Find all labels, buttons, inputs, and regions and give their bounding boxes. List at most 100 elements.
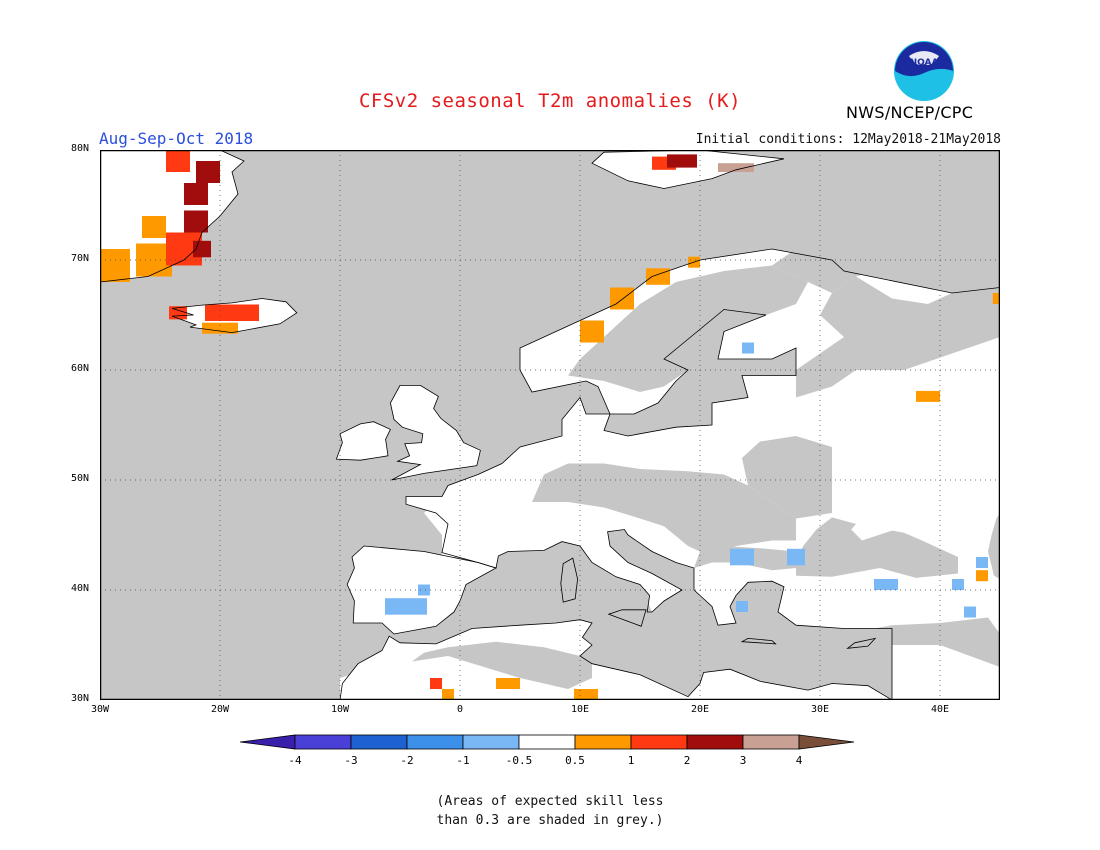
anomaly-cells: [100, 150, 1000, 700]
latitude-label: 30N: [71, 693, 90, 704]
colorbar-box: [462, 734, 520, 750]
anomaly-cell: [992, 293, 1000, 304]
coastline-western-europe: [405, 248, 1000, 700]
map-frame: [100, 150, 1000, 700]
longitude-label: 30W: [90, 704, 110, 715]
anomaly-cell: [730, 548, 754, 566]
anomaly-cell: [100, 249, 130, 282]
latitude-label: 60N: [71, 363, 90, 374]
region-levant-fringe: [892, 645, 1000, 700]
region-anatolia-south: [808, 617, 1000, 667]
anomaly-cell: [166, 150, 190, 172]
coastline-greenland: [100, 150, 245, 283]
anomaly-cell: [496, 678, 520, 689]
anomaly-map: [100, 150, 1000, 700]
region-ireland-uk-sea: [385, 427, 423, 469]
region-ireland: [336, 421, 391, 461]
coastline-great-britain: [389, 384, 481, 481]
anomaly-cell: [736, 601, 748, 612]
region-svalbard: [592, 150, 784, 189]
region-caspian-west: [988, 513, 1000, 579]
anomaly-cell: [976, 570, 988, 582]
chart-title: CFSv2 seasonal T2m anomalies (K): [358, 90, 742, 112]
region-black-sea: [796, 517, 958, 578]
colorbar-label: -3: [344, 754, 357, 767]
latitude-label: 70N: [71, 253, 90, 264]
anomaly-cell: [184, 210, 208, 233]
coastline-iberia: [346, 545, 498, 635]
skill-note-line1: (Areas of expected skill less: [436, 794, 664, 809]
colorbar-box: [686, 734, 744, 750]
longitude-label: 20E: [690, 704, 710, 715]
colorbar-box: [574, 734, 632, 750]
coastline-north-africa: [339, 619, 893, 700]
region-baltic-sea: [604, 359, 796, 436]
initial-conditions-label: Initial conditions: 12May2018-21May2018: [695, 132, 1001, 147]
colorbar: -4 -3 -2 -1 -0.5 0.5 1 2 3 4: [240, 734, 855, 767]
anomaly-cell: [976, 557, 988, 568]
anomaly-cell: [385, 598, 427, 615]
colorbar-boxes: [240, 734, 855, 750]
coastline-svalbard: [591, 150, 785, 189]
coastline-sicily: [607, 609, 647, 627]
coastline-iceland: [171, 298, 298, 334]
neutral-layer: [340, 337, 1000, 700]
anomaly-cell: [142, 216, 166, 238]
colorbar-label: 0.5: [565, 754, 585, 767]
coastlines: [100, 150, 1000, 700]
region-atlas-interior: [412, 641, 592, 689]
anomaly-cell: [418, 584, 430, 596]
colorbar-box: [630, 734, 688, 750]
longitude-label: 20W: [210, 704, 230, 715]
region-finland-russia: [796, 276, 1000, 398]
region-black-sea-north: [832, 513, 1000, 557]
latitude-label: 80N: [71, 143, 90, 154]
anomaly-cell: [667, 154, 697, 168]
anomaly-cell: [718, 163, 754, 172]
colorbar-label: -2: [400, 754, 413, 767]
anomaly-cell: [787, 548, 805, 566]
anomaly-cell: [964, 606, 976, 618]
skill-note: (Areas of expected skill less than 0.3 a…: [0, 792, 1100, 830]
colorbar-label: 4: [796, 754, 803, 767]
colorbar-box: [406, 734, 464, 750]
coastline-corsica-sardinia: [560, 557, 579, 603]
anomaly-cell: [196, 161, 220, 183]
anomaly-cell: [442, 689, 454, 700]
region-mediterranean-sea: [389, 529, 892, 697]
colorbar-box: [294, 734, 352, 750]
anomaly-cell: [916, 390, 940, 402]
colorbar-low-arrow: [240, 734, 296, 750]
skill-note-line2: than 0.3 are shaded in grey.): [436, 813, 664, 828]
anomaly-cell: [874, 579, 898, 590]
longitude-label: 40E: [930, 704, 950, 715]
colorbar-label: 2: [684, 754, 691, 767]
colorbar-label: 3: [740, 754, 747, 767]
colorbar-label: -0.5: [506, 754, 533, 767]
region-russian-plains: [796, 337, 1000, 519]
coastline-crete: [740, 637, 777, 645]
anomaly-cell: [610, 287, 634, 310]
anomaly-cell: [646, 268, 670, 285]
season-label: Aug-Sep-Oct 2018: [99, 129, 254, 148]
logo-text: NOAA: [910, 58, 939, 68]
colorbar-high-arrow: [798, 734, 855, 750]
anomaly-cell: [205, 304, 259, 321]
colorbar-box: [350, 734, 408, 750]
anomaly-cell: [184, 183, 208, 205]
colorbar-label: 1: [628, 754, 635, 767]
anomaly-cell: [952, 579, 964, 590]
coastline-cyprus: [846, 637, 877, 649]
anomaly-cell: [574, 689, 598, 700]
colorbar-label: -4: [288, 754, 302, 767]
low-skill-layer: [385, 249, 1000, 697]
region-central-europe: [532, 463, 796, 557]
region-turkey-interior: [778, 570, 988, 632]
noaa-logo: NOAA: [894, 41, 954, 101]
anomaly-cell: [742, 342, 754, 354]
anomaly-cell: [169, 306, 187, 320]
colorbar-box: [518, 734, 576, 750]
colorbar-box: [742, 734, 800, 750]
latitude-label: 40N: [71, 583, 90, 594]
longitude-label: 10E: [570, 704, 590, 715]
